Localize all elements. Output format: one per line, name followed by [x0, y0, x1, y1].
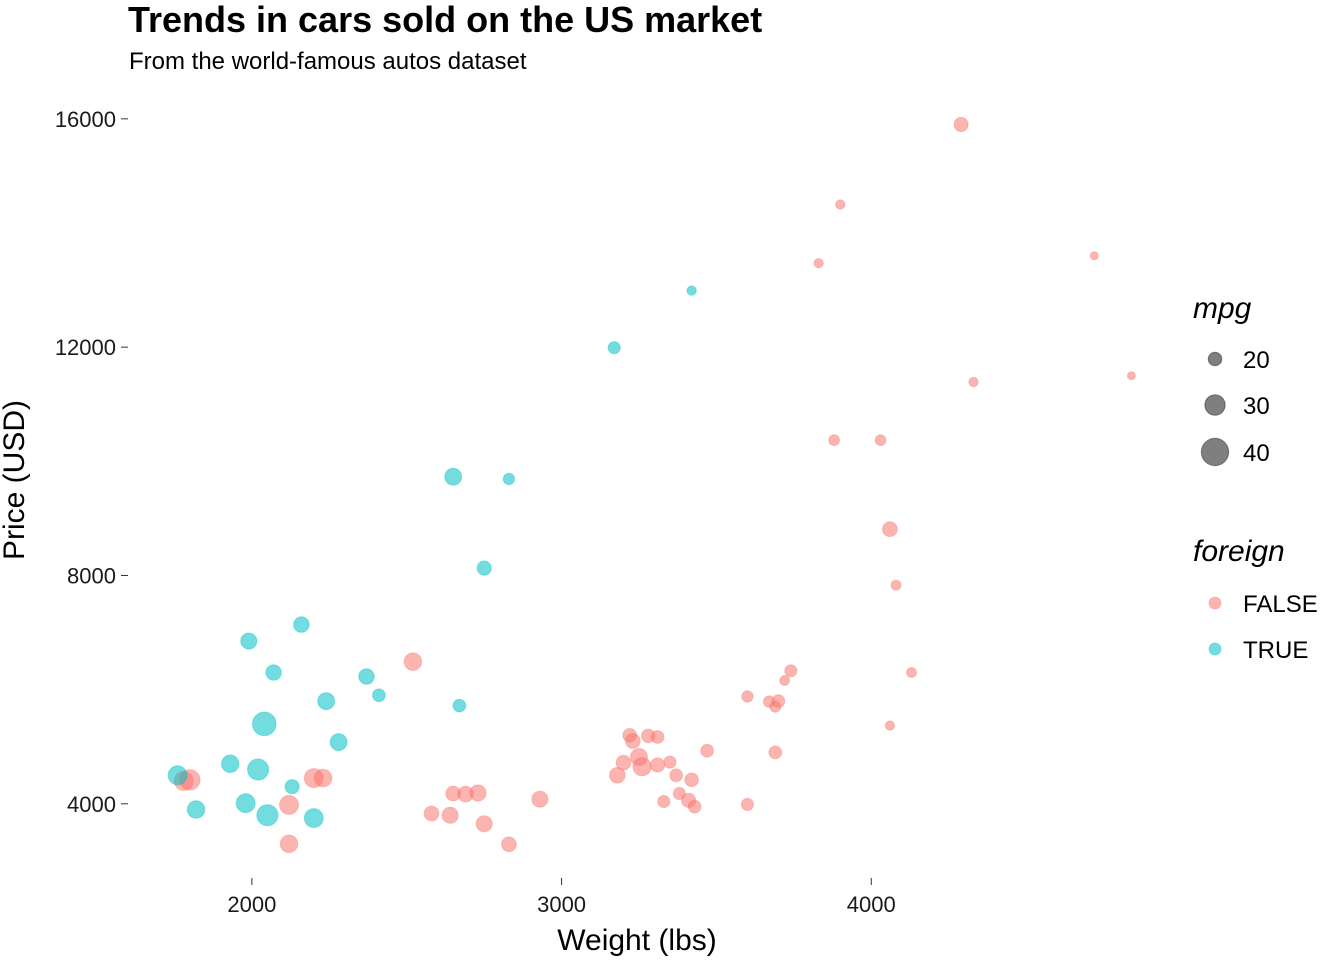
size-legend-keys: 20 30 40 [1200, 347, 1270, 467]
chart-title: Trends in cars sold on the US market [128, 0, 762, 40]
data-point-false [1126, 371, 1136, 381]
data-point-false [441, 806, 459, 824]
x-tick-label: 3000 [537, 892, 586, 917]
data-point-true [167, 765, 188, 786]
data-point-false [279, 834, 299, 854]
x-axis-title: Weight (lbs) [557, 924, 717, 957]
data-point-false [769, 700, 782, 713]
data-point-false [906, 667, 917, 678]
data-point-false [779, 675, 791, 686]
data-point-false [609, 767, 626, 784]
data-point-true [358, 668, 375, 685]
data-point-false [890, 579, 902, 591]
data-point-true [220, 754, 240, 774]
color-legend-key [1208, 642, 1222, 656]
legend: mpg 20 30 40 foreign FALSE TRUE [1193, 292, 1318, 664]
data-point-false [615, 754, 632, 771]
size-legend-title: mpg [1193, 292, 1252, 325]
data-point-false [669, 768, 684, 783]
size-legend-label: 20 [1243, 347, 1270, 374]
data-points [167, 116, 1136, 854]
size-legend-key [1207, 351, 1223, 367]
data-point-true [247, 758, 270, 781]
data-point-false [684, 772, 699, 788]
data-point-false [313, 768, 333, 788]
data-point-false [624, 733, 641, 749]
data-point-true [284, 779, 300, 795]
y-tick-label: 12000 [55, 335, 116, 360]
data-point-true [686, 285, 697, 296]
data-point-true [329, 733, 348, 752]
data-point-true [235, 793, 256, 814]
data-point-false [741, 690, 754, 703]
data-point-true [452, 698, 467, 713]
data-point-true [251, 711, 277, 737]
data-point-false [968, 376, 979, 388]
data-point-false [403, 652, 423, 672]
color-legend-keys: FALSE TRUE [1208, 591, 1318, 664]
data-point-true [265, 664, 282, 681]
data-point-false [632, 757, 652, 777]
color-legend-key [1208, 596, 1222, 610]
data-point-true [293, 616, 310, 633]
data-point-false [279, 794, 299, 815]
data-point-true [607, 341, 621, 355]
y-tick-label: 16000 [55, 107, 116, 132]
data-point-false [1089, 251, 1099, 261]
data-point-false [423, 805, 440, 822]
data-point-false [784, 664, 798, 678]
data-point-true [372, 688, 386, 703]
data-point-false [475, 815, 493, 833]
data-point-false [469, 784, 487, 802]
y-tick-label: 4000 [67, 792, 116, 817]
x-axis-ticks: 2000 3000 4000 [227, 878, 896, 917]
data-point-false [687, 799, 702, 814]
x-tick-label: 2000 [227, 892, 276, 917]
data-point-false [700, 743, 714, 758]
data-point-false [663, 755, 677, 769]
data-point-true [317, 692, 336, 711]
data-point-false [657, 794, 671, 809]
data-point-true [444, 467, 463, 486]
data-point-false [882, 521, 898, 538]
size-legend-label: 40 [1243, 440, 1270, 467]
data-point-true [186, 800, 206, 819]
size-legend-key [1200, 437, 1230, 467]
data-point-false [650, 730, 665, 744]
data-point-false [501, 836, 517, 853]
color-legend-title: foreign [1193, 535, 1285, 568]
y-tick-label: 8000 [67, 563, 116, 588]
color-legend-label: TRUE [1243, 637, 1308, 664]
data-point-false [828, 434, 840, 447]
data-point-false [531, 790, 549, 808]
data-point-true [502, 472, 516, 486]
data-point-false [835, 199, 846, 210]
data-point-true [303, 808, 324, 829]
x-tick-label: 4000 [847, 892, 896, 917]
y-axis-title: Price (USD) [0, 400, 31, 560]
color-legend-label: FALSE [1243, 591, 1318, 618]
data-point-false [740, 797, 755, 812]
data-point-false [672, 786, 686, 801]
data-point-false [813, 258, 824, 269]
y-axis-ticks: 4000 8000 12000 16000 [55, 107, 128, 817]
data-point-false [884, 720, 896, 731]
size-legend-key [1204, 394, 1226, 416]
data-point-true [240, 632, 258, 650]
chart-subtitle: From the world-famous autos dataset [129, 48, 527, 75]
data-point-false [953, 116, 969, 133]
data-point-true [476, 560, 492, 576]
size-legend-label: 30 [1243, 393, 1270, 420]
data-point-false [650, 757, 666, 773]
data-point-false [768, 745, 783, 760]
data-point-true [256, 804, 279, 827]
data-point-false [874, 434, 887, 447]
